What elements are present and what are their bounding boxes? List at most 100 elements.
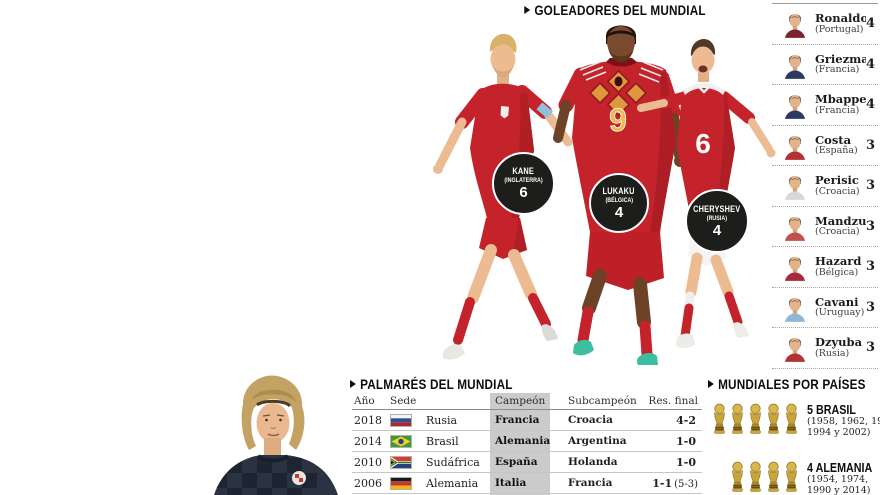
cell-champion: Francia	[495, 414, 540, 426]
cell-year: 2006	[354, 476, 382, 490]
scorer-row: Costa (España) 3	[772, 126, 878, 166]
trophy-icon	[748, 403, 763, 436]
section-marker-icon	[524, 6, 531, 14]
col-champion: Campeón	[495, 395, 546, 407]
scorer-row: Hazard (Bélgica) 3	[772, 247, 878, 288]
cell-result: 1-0	[676, 455, 696, 469]
country-wins-label: 4 ALEMANIA	[807, 461, 873, 475]
lukaku-badge: LUKAKU (BÉLGICA) 4	[589, 173, 649, 233]
goleadores-title: GOLEADORES DEL MUNDIAL	[400, 2, 830, 18]
player-photo	[783, 171, 807, 200]
goleadores-title-text: GOLEADORES DEL MUNDIAL	[534, 2, 706, 18]
trophy-icon	[748, 461, 763, 494]
scorer-name: Cavani	[815, 295, 859, 309]
badge-player-country: (RUSIA)	[706, 214, 728, 222]
col-runnerup: Subcampeón	[568, 395, 637, 407]
trophy-row	[712, 461, 799, 494]
scorer-goals: 4	[865, 16, 875, 32]
worldcups-title: MUNDIALES POR PAÍSES	[708, 376, 880, 392]
scorer-name: Costa	[815, 133, 852, 147]
palmares-title: PALMARÉS DEL MUNDIAL	[350, 376, 544, 392]
player-photo	[783, 90, 807, 119]
scorer-goals: 3	[865, 340, 875, 356]
trophy-icon	[784, 461, 799, 494]
scorer-goals: 3	[865, 137, 875, 153]
worldcup-country-group: 5 BRASIL (1958, 1962, 1970, 1994 y 2002)	[712, 403, 880, 438]
country-wins-years: 1994 y 2002)	[807, 426, 871, 438]
scorer-country: (Rusia)	[815, 347, 850, 359]
flag-south-africa-icon	[390, 455, 426, 469]
scorer-row: Mandzukic(Croacia) 3	[772, 207, 878, 247]
cell-year: 2014	[354, 434, 382, 448]
section-marker-icon	[708, 380, 714, 388]
top-scorers-list: Ronaldo(Portugal) 4 Griezmann(Francia) 4…	[772, 3, 878, 369]
country-wins-label: 5 BRASIL	[807, 403, 856, 417]
trophy-icon	[784, 403, 799, 436]
cell-host: Sudáfrica	[426, 455, 480, 469]
cell-champion: Italia	[495, 477, 527, 489]
table-row: 2014 Brasil Alemania Argentina 1-0	[352, 431, 702, 452]
flag-germany-icon	[390, 476, 426, 490]
scorer-goals: 3	[865, 299, 875, 315]
scorer-row: Mbappe (Francia) 4	[772, 85, 878, 126]
scorer-goals: 3	[865, 259, 875, 275]
scorer-country: (España)	[815, 145, 858, 157]
player-photo	[783, 50, 807, 79]
cell-champion: España	[495, 456, 538, 468]
country-wins-years: 1990 y 2014)	[807, 484, 871, 495]
country-wins-years: (1954, 1974,	[807, 474, 869, 485]
scorer-goals: 4	[865, 97, 875, 113]
badge-player-name: KANE	[512, 166, 535, 177]
svg-text:9: 9	[609, 102, 627, 138]
scorer-goals: 3	[865, 218, 875, 234]
country-wins-years: (1958, 1962, 1970,	[807, 416, 880, 427]
scorer-country: (Bélgica)	[815, 266, 859, 278]
scorer-row: Griezmann(Francia) 4	[772, 45, 878, 85]
scorer-name: Hazard	[815, 255, 862, 269]
player-photo	[783, 212, 807, 241]
section-marker-icon	[350, 380, 356, 388]
scorer-country: (Portugal)	[815, 23, 864, 35]
table-row: 2006 Alemania Italia Francia 1-1 (5-3)	[352, 473, 702, 494]
kane-badge: KANE (INGLATERRA) 6	[492, 152, 555, 215]
player-photo	[783, 252, 807, 281]
player-photo	[783, 333, 807, 362]
scorer-name: Griezmann	[815, 52, 866, 66]
col-result: Res. final	[648, 395, 698, 407]
scorer-country: (Croacia)	[815, 185, 860, 197]
cell-host: Brasil	[426, 434, 459, 448]
table-row: 2010 Sudáfrica España Holanda 1-0	[352, 452, 702, 473]
table-row: 2018 Rusia Francia Croacia 4-2	[352, 410, 702, 431]
cell-result: 1-0	[676, 434, 696, 448]
scorer-row: Cavani (Uruguay) 3	[772, 288, 878, 328]
badge-player-goals: 6	[519, 184, 528, 202]
scorer-name: Mbappe	[815, 93, 866, 107]
col-year: Año	[354, 395, 375, 407]
scorer-country: (Francia)	[815, 64, 860, 76]
scorer-goals: 3	[865, 178, 875, 194]
scorer-goals: 4	[865, 56, 875, 72]
cell-champion: Alemania	[495, 435, 551, 447]
scorer-row: Ronaldo (Portugal) 4	[772, 4, 878, 45]
badge-player-country: (BÉLGICA)	[605, 196, 633, 204]
cell-host: Rusia	[426, 413, 458, 427]
player-photo	[783, 293, 807, 322]
cell-runnerup: Croacia	[568, 414, 613, 426]
worldcups-title-text: MUNDIALES POR PAÍSES	[718, 376, 866, 392]
scorer-country: (Uruguay)	[815, 307, 865, 319]
scorer-country: (Croacia)	[815, 226, 860, 238]
modric-photo	[212, 375, 338, 495]
trophy-icon	[730, 403, 745, 436]
cell-runnerup: Holanda	[568, 456, 618, 468]
player-photo	[783, 131, 807, 160]
palmares-title-text: PALMARÉS DEL MUNDIAL	[360, 376, 513, 392]
badge-player-name: CHERYSHEV	[693, 203, 741, 214]
cell-result: 1-1 (5-3)	[652, 476, 698, 490]
scorer-row: Perisic (Croacia) 3	[772, 166, 878, 207]
cell-runnerup: Francia	[568, 477, 613, 489]
scorer-name: Mandzukic	[815, 214, 866, 228]
trophy-icon	[730, 461, 745, 494]
flag-brazil-icon	[390, 434, 426, 448]
cheryshev-badge: CHERYSHEV (RUSIA) 4	[685, 189, 749, 253]
